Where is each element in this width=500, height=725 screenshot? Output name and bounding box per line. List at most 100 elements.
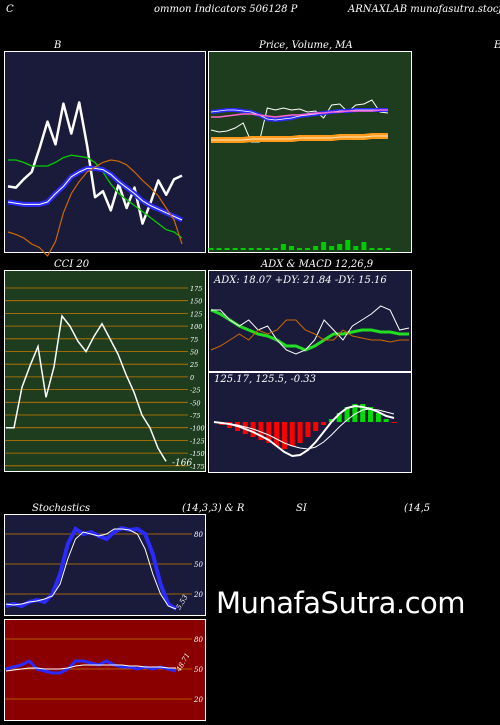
cci-panel	[4, 270, 206, 472]
volume-bar	[353, 246, 359, 250]
macd-histogram-bar	[313, 422, 319, 431]
volume-bar	[321, 242, 327, 250]
macd-histogram-bar	[321, 422, 327, 425]
macd-histogram-bar	[375, 413, 381, 422]
volume-bar	[369, 248, 375, 250]
adx-readout: ADX: 18.07 +DY: 21.84 -DY: 15.16	[214, 275, 387, 286]
macd-histogram-bar	[336, 413, 342, 422]
macd-histogram-bar	[368, 407, 374, 422]
plus-di-line	[211, 305, 410, 355]
volume-bar	[224, 248, 230, 250]
macd-histogram-bar	[274, 422, 280, 446]
price-edge-label: E	[494, 40, 500, 51]
volume-bar	[313, 246, 319, 250]
rsi-tick-label: 50	[194, 666, 203, 674]
cci-tick-label: -50	[190, 399, 200, 407]
macd-histogram-bar	[352, 404, 358, 422]
volume-bar	[272, 248, 278, 250]
cci-title: CCI 20	[54, 259, 90, 270]
macd-histogram-bar	[297, 422, 303, 443]
adx-line	[210, 308, 409, 352]
macd-histogram-bar	[305, 422, 311, 437]
cci-tick-label: -25	[190, 387, 200, 395]
rsi-last-label: 48.71	[174, 652, 191, 674]
cci-tick-label: 75	[190, 336, 198, 344]
macd-histogram-bar	[328, 419, 334, 422]
volume-bar	[377, 248, 383, 250]
adx-title: ADX & MACD 12,26,9	[261, 259, 374, 270]
volume-bar	[256, 248, 262, 250]
adx-panel	[208, 270, 412, 372]
macd-histogram-bar	[383, 419, 389, 422]
bb-title: B	[54, 40, 62, 51]
rsi-smooth-line	[5, 664, 176, 672]
cci-tick-label: -75	[190, 412, 200, 420]
stoch-tick-label: 80	[194, 531, 203, 539]
cci-tick-label: 0	[190, 374, 194, 382]
stoch-tick-label: 20	[193, 591, 203, 599]
cci-tick-label: -100	[190, 425, 205, 433]
stoch-title-right: (14,5	[404, 503, 431, 514]
stoch-last-label: 5.53	[175, 593, 190, 611]
cci-tick-label: 100	[190, 323, 202, 331]
volume-bar	[345, 240, 351, 250]
macd-histogram-bar	[289, 422, 295, 446]
volume-bar	[248, 248, 254, 250]
cci-tick-label: 50	[190, 349, 198, 357]
macd-histogram-bar	[281, 422, 287, 449]
stoch-title-si: SI	[296, 503, 307, 514]
bb-upper-line	[8, 154, 183, 239]
price-ma-fast-line	[210, 109, 388, 121]
cci-tick-label: -125	[190, 437, 205, 445]
volume-bar	[337, 244, 343, 250]
cci-tick-label: -175	[190, 463, 205, 471]
macd-histogram-bar	[391, 422, 397, 423]
price-close-line	[210, 99, 389, 143]
header-middle: ommon Indicators 506128 P	[154, 4, 298, 15]
cci-tick-label: 150	[190, 298, 202, 306]
volume-bar	[305, 248, 311, 250]
volume-bar	[288, 246, 294, 250]
volume-bar	[280, 244, 286, 250]
rsi-tick-label: 20	[193, 696, 203, 704]
cci-tick-label: 25	[189, 361, 198, 369]
macd-macd-line	[213, 404, 395, 458]
price-title: Price, Volume, MA	[259, 40, 353, 51]
macd-readout: 125.17, 125.5, -0.33	[214, 374, 316, 385]
volume-bar	[329, 246, 335, 250]
header-right: ARNAXLAB munafasutra.stocjar.com	[348, 4, 500, 15]
rsi-tick-label: 80	[194, 636, 203, 644]
volume-bar	[208, 248, 214, 250]
stoch-title-left: Stochastics	[32, 503, 90, 514]
stoch-tick-label: 50	[194, 561, 203, 569]
rsi-line	[5, 659, 177, 675]
price-panel	[208, 51, 412, 253]
bb-price-line	[7, 101, 183, 225]
macd-histogram-bar	[258, 422, 264, 440]
macd-signal-line	[213, 408, 395, 450]
cci-tick-label: 125	[190, 310, 202, 318]
volume-bar	[240, 248, 246, 250]
stoch-k-line	[5, 525, 178, 611]
minus-di-line	[210, 319, 409, 351]
cci-line	[6, 314, 167, 462]
volume-bar	[297, 248, 302, 250]
volume-bar	[216, 248, 222, 250]
cci-tick-label: -150	[190, 450, 205, 458]
watermark: MunafaSutra.com	[216, 586, 466, 620]
macd-histogram-bar	[360, 404, 366, 422]
cci-last-label: -166	[172, 458, 192, 468]
cci-tick-label: 175	[190, 285, 202, 293]
volume-bar	[232, 248, 238, 250]
header-left: C	[6, 4, 14, 15]
bb-middle-line	[7, 167, 183, 221]
volume-bar	[385, 248, 391, 250]
stoch-title-mid: (14,3,3) & R	[182, 503, 245, 514]
volume-bar	[264, 248, 270, 250]
stoch-d-line	[5, 528, 177, 610]
volume-bar	[361, 242, 367, 250]
bb-lower-line	[7, 159, 183, 257]
macd-histogram-bar	[266, 422, 272, 443]
